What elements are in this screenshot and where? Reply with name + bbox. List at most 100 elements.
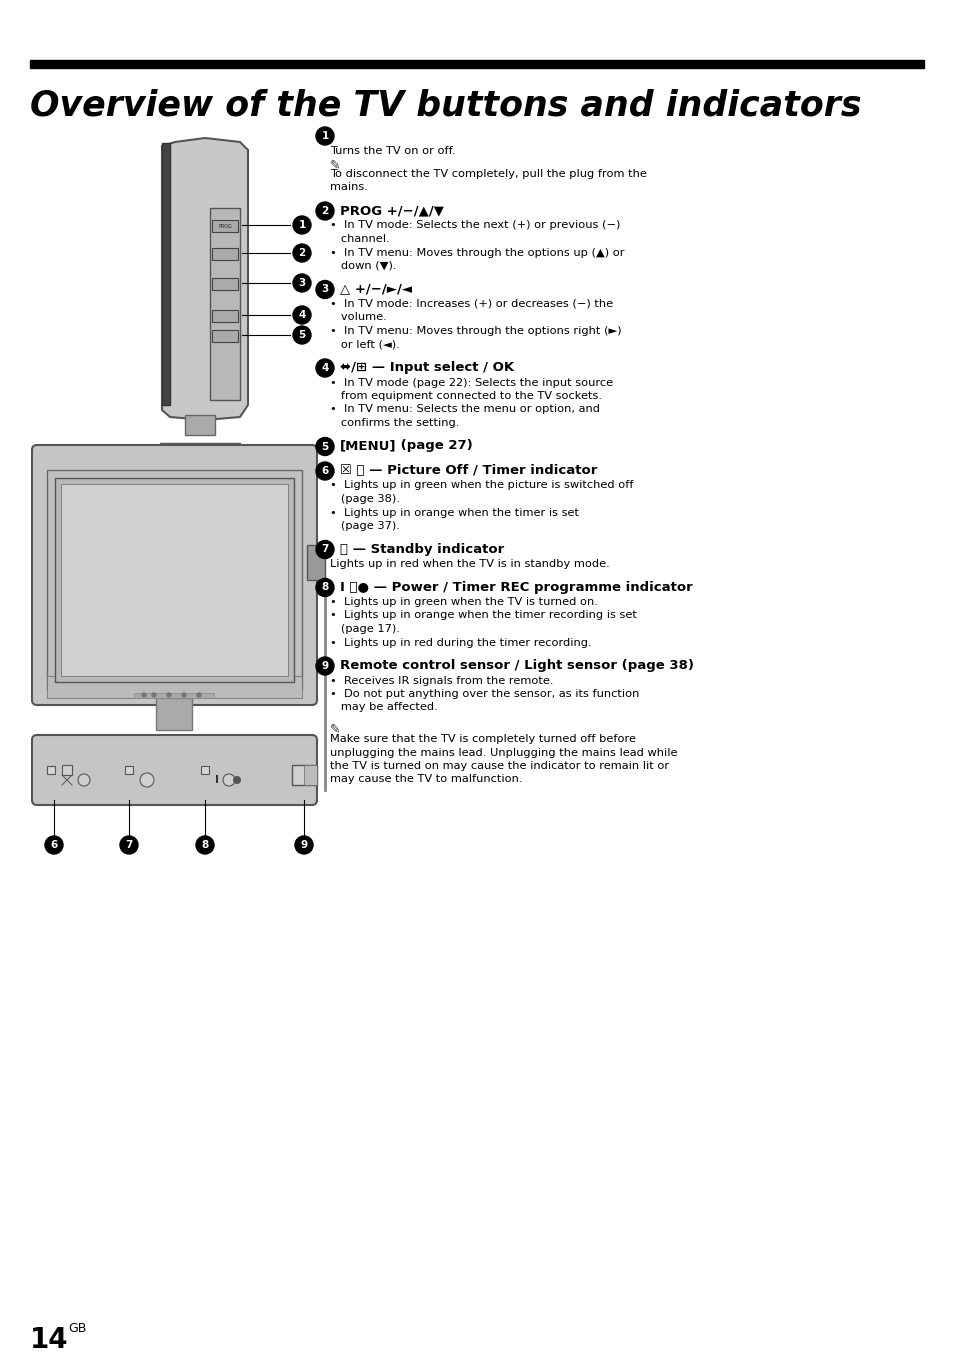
Circle shape	[195, 837, 213, 854]
Text: I ⏻● — Power / Timer REC programme indicator: I ⏻● — Power / Timer REC programme indic…	[339, 580, 692, 594]
Circle shape	[196, 693, 201, 697]
Text: •  Lights up in orange when the timer recording is set: • Lights up in orange when the timer rec…	[330, 610, 637, 621]
Circle shape	[315, 281, 334, 298]
FancyBboxPatch shape	[32, 735, 316, 805]
Bar	[212, 278, 237, 290]
Polygon shape	[162, 138, 248, 420]
Text: ✎: ✎	[330, 159, 340, 172]
Text: 2: 2	[321, 206, 328, 216]
Bar	[304, 765, 316, 785]
Text: PROG: PROG	[218, 224, 232, 229]
Circle shape	[293, 216, 311, 235]
Circle shape	[45, 837, 63, 854]
Text: •  In TV menu: Moves through the options up (▲) or: • In TV menu: Moves through the options …	[330, 248, 624, 258]
Text: Lights up in red when the TV is in standby mode.: Lights up in red when the TV is in stand…	[330, 559, 609, 570]
Bar	[212, 311, 237, 321]
Text: △ +/−/►/◄: △ +/−/►/◄	[339, 282, 412, 296]
Bar	[133, 693, 213, 698]
Circle shape	[293, 306, 311, 324]
Text: 6: 6	[321, 466, 328, 476]
Text: 14: 14	[30, 1326, 69, 1355]
Text: may cause the TV to malfunction.: may cause the TV to malfunction.	[330, 774, 522, 785]
Bar	[125, 766, 132, 774]
Text: 8: 8	[321, 583, 328, 593]
Bar	[307, 545, 325, 580]
Text: 2: 2	[298, 248, 305, 258]
Text: 7: 7	[125, 839, 132, 850]
Text: 9: 9	[321, 660, 328, 671]
Circle shape	[223, 774, 234, 786]
Text: To disconnect the TV completely, pull the plug from the: To disconnect the TV completely, pull th…	[330, 170, 646, 179]
Bar	[119, 743, 229, 755]
Text: •  In TV mode: Selects the next (+) or previous (−): • In TV mode: Selects the next (+) or pr…	[330, 221, 619, 231]
Circle shape	[167, 693, 171, 697]
Text: •  In TV menu: Selects the menu or option, and: • In TV menu: Selects the menu or option…	[330, 404, 599, 415]
Circle shape	[142, 693, 146, 697]
Text: •  In TV mode (page 22): Selects the input source: • In TV mode (page 22): Selects the inpu…	[330, 377, 613, 388]
Text: ☒ ⌛ — Picture Off / Timer indicator: ☒ ⌛ — Picture Off / Timer indicator	[339, 464, 597, 477]
Text: ⏻ — Standby indicator: ⏻ — Standby indicator	[339, 542, 504, 556]
Text: (page 17).: (page 17).	[330, 624, 399, 635]
Circle shape	[293, 274, 311, 292]
Text: (page 38).: (page 38).	[330, 494, 399, 504]
Text: (page 27): (page 27)	[395, 439, 473, 453]
Bar	[212, 330, 237, 342]
Text: volume.: volume.	[330, 312, 386, 323]
Text: •  Lights up in green when the picture is switched off: • Lights up in green when the picture is…	[330, 480, 633, 491]
Bar	[113, 757, 233, 763]
Bar	[185, 415, 214, 435]
Text: Turns the TV on or off.: Turns the TV on or off.	[330, 145, 455, 156]
Text: 1: 1	[321, 132, 328, 141]
Bar	[47, 677, 302, 698]
Text: unplugging the mains lead. Unplugging the mains lead while: unplugging the mains lead. Unplugging th…	[330, 747, 677, 758]
Text: I: I	[214, 776, 219, 785]
Bar	[201, 766, 209, 774]
Bar	[156, 698, 192, 730]
Text: 3: 3	[321, 285, 328, 294]
Text: mains.: mains.	[330, 183, 368, 193]
Text: 4: 4	[298, 311, 305, 320]
Text: •  In TV menu: Moves through the options right (►): • In TV menu: Moves through the options …	[330, 325, 621, 336]
Text: [MENU]: [MENU]	[339, 439, 396, 453]
Circle shape	[315, 127, 334, 145]
Bar	[212, 248, 237, 260]
Text: ✎: ✎	[330, 723, 340, 736]
Circle shape	[293, 244, 311, 262]
Text: Make sure that the TV is completely turned off before: Make sure that the TV is completely turn…	[330, 734, 636, 744]
Text: GB: GB	[68, 1322, 87, 1336]
Bar	[212, 220, 237, 232]
Text: Overview of the TV buttons and indicators: Overview of the TV buttons and indicator…	[30, 88, 861, 122]
Text: or left (◄).: or left (◄).	[330, 339, 399, 350]
Bar	[47, 471, 302, 690]
Circle shape	[315, 658, 334, 675]
Text: (page 37).: (page 37).	[330, 521, 399, 532]
Text: from equipment connected to the TV sockets.: from equipment connected to the TV socke…	[330, 391, 601, 401]
Circle shape	[315, 579, 334, 597]
FancyBboxPatch shape	[32, 445, 316, 705]
Bar	[30, 60, 923, 68]
Text: 3: 3	[298, 278, 305, 287]
Text: •  Lights up in red during the timer recording.: • Lights up in red during the timer reco…	[330, 637, 591, 648]
Text: 8: 8	[201, 839, 209, 850]
Text: 6: 6	[51, 839, 57, 850]
Text: •  Receives IR signals from the remote.: • Receives IR signals from the remote.	[330, 675, 553, 686]
Circle shape	[315, 438, 334, 456]
Text: PROG +/−/▲/▼: PROG +/−/▲/▼	[339, 203, 443, 217]
Bar	[55, 479, 294, 682]
Text: •  In TV mode: Increases (+) or decreases (−) the: • In TV mode: Increases (+) or decreases…	[330, 300, 613, 309]
Text: channel.: channel.	[330, 235, 389, 244]
Bar	[210, 207, 240, 400]
Circle shape	[233, 776, 241, 784]
Text: 1: 1	[298, 220, 305, 231]
Circle shape	[315, 202, 334, 220]
Circle shape	[294, 837, 313, 854]
Bar	[47, 766, 55, 774]
Text: 5: 5	[321, 442, 328, 452]
Circle shape	[152, 693, 156, 697]
Bar	[292, 765, 316, 785]
Circle shape	[315, 359, 334, 377]
Circle shape	[315, 541, 334, 559]
Circle shape	[315, 462, 334, 480]
Text: down (▼).: down (▼).	[330, 260, 396, 271]
Circle shape	[293, 325, 311, 344]
